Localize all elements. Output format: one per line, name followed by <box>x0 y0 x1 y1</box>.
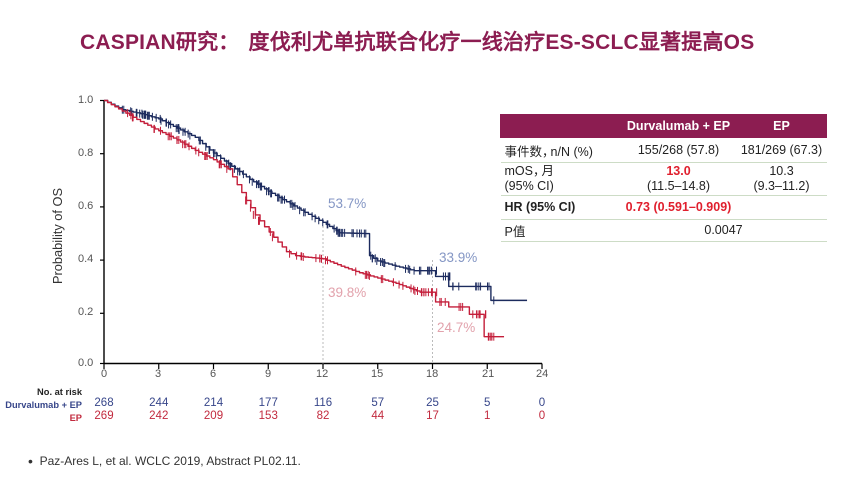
svg-text:57: 57 <box>371 397 384 409</box>
svg-text:244: 244 <box>149 397 169 409</box>
svg-text:5: 5 <box>484 397 490 409</box>
svg-text:116: 116 <box>314 397 332 409</box>
svg-text:0: 0 <box>539 397 545 409</box>
svg-text:153: 153 <box>259 410 278 422</box>
svg-text:209: 209 <box>204 410 223 422</box>
svg-text:214: 214 <box>204 397 224 409</box>
svg-text:0: 0 <box>539 410 545 422</box>
svg-text:44: 44 <box>371 410 384 422</box>
svg-text:268: 268 <box>94 397 113 409</box>
svg-text:177: 177 <box>259 397 278 409</box>
svg-text:1: 1 <box>484 410 490 422</box>
svg-text:17: 17 <box>426 410 439 422</box>
svg-text:242: 242 <box>149 410 168 422</box>
svg-text:82: 82 <box>317 410 330 422</box>
svg-text:269: 269 <box>94 410 113 422</box>
svg-text:25: 25 <box>426 397 439 409</box>
